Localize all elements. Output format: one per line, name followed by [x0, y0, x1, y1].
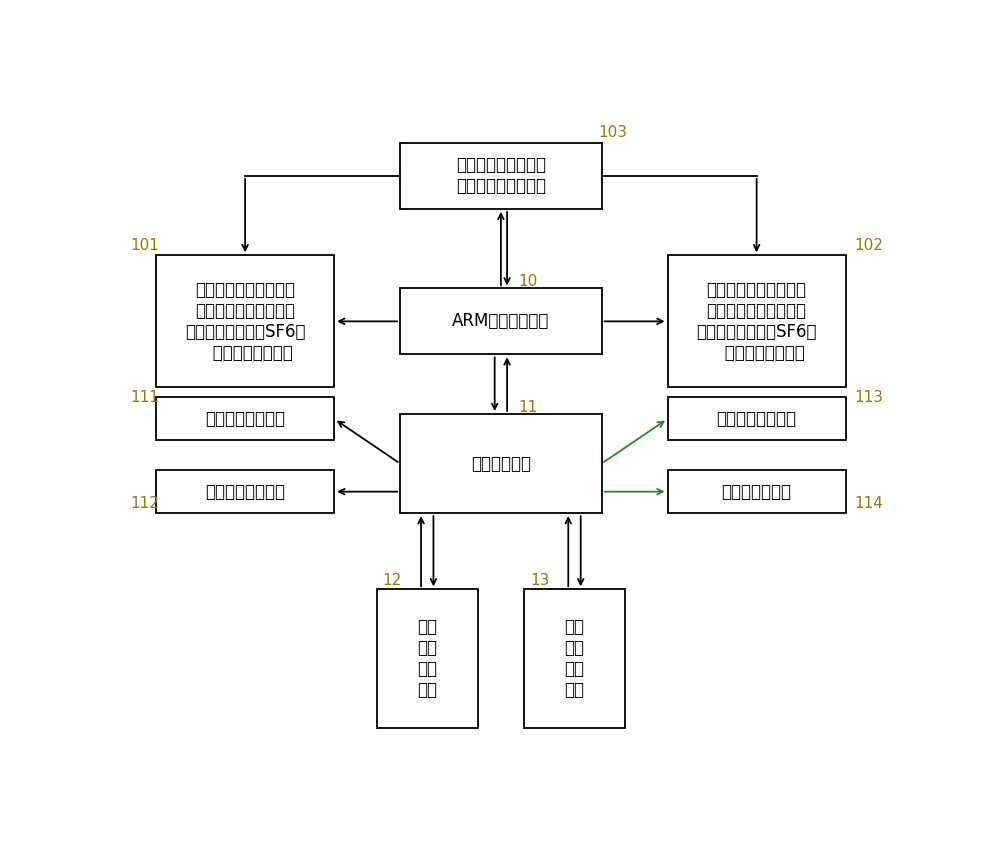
Bar	[156, 398, 334, 441]
Text: 11: 11	[518, 399, 538, 415]
Bar	[668, 398, 846, 441]
Text: 101: 101	[130, 238, 159, 253]
Text: 诊断
策略
下放
模块: 诊断 策略 下放 模块	[417, 618, 437, 699]
Bar	[668, 470, 846, 513]
Text: 112: 112	[130, 496, 159, 511]
Text: 三比值诊断方法: 三比值诊断方法	[722, 483, 792, 501]
Text: 12: 12	[383, 573, 402, 588]
Bar	[524, 589, 625, 728]
Text: 111: 111	[130, 390, 159, 405]
Text: 在线监测数据输入通
道输出通道指示单元: 在线监测数据输入通 道输出通道指示单元	[456, 156, 546, 195]
Text: 103: 103	[599, 125, 628, 140]
Text: 变压器油色谱、避雷器
特性、铁心接地电流、
局部放电、微水（SF6）
   在线监测数据输入: 变压器油色谱、避雷器 特性、铁心接地电流、 局部放电、微水（SF6） 在线监测数…	[185, 281, 305, 362]
Bar	[156, 255, 334, 387]
Text: 113: 113	[854, 390, 884, 405]
Bar	[668, 255, 846, 387]
Bar	[400, 289, 602, 355]
Text: 诊断
结果
上传
模块: 诊断 结果 上传 模块	[564, 618, 584, 699]
Text: ARM在线监测模块: ARM在线监测模块	[452, 313, 550, 331]
Bar	[377, 589, 478, 728]
Text: 就地诊断模块: 就地诊断模块	[471, 454, 531, 472]
Bar	[400, 143, 602, 209]
Text: 横向对比诊断方法: 横向对比诊断方法	[205, 483, 285, 501]
Text: 114: 114	[855, 496, 883, 511]
Text: 13: 13	[530, 573, 549, 588]
Bar	[156, 470, 334, 513]
Text: 变压器油色谱、避雷器
特性、铁心接地电流、
局部放电、微水（SF6）
   在线监测数据输出: 变压器油色谱、避雷器 特性、铁心接地电流、 局部放电、微水（SF6） 在线监测数…	[696, 281, 817, 362]
Text: 102: 102	[855, 238, 883, 253]
Text: 预警阀值诊断方法: 预警阀值诊断方法	[717, 410, 797, 428]
Text: 纵向对比诊断方法: 纵向对比诊断方法	[205, 410, 285, 428]
Text: 10: 10	[518, 274, 538, 289]
Bar	[400, 414, 602, 513]
